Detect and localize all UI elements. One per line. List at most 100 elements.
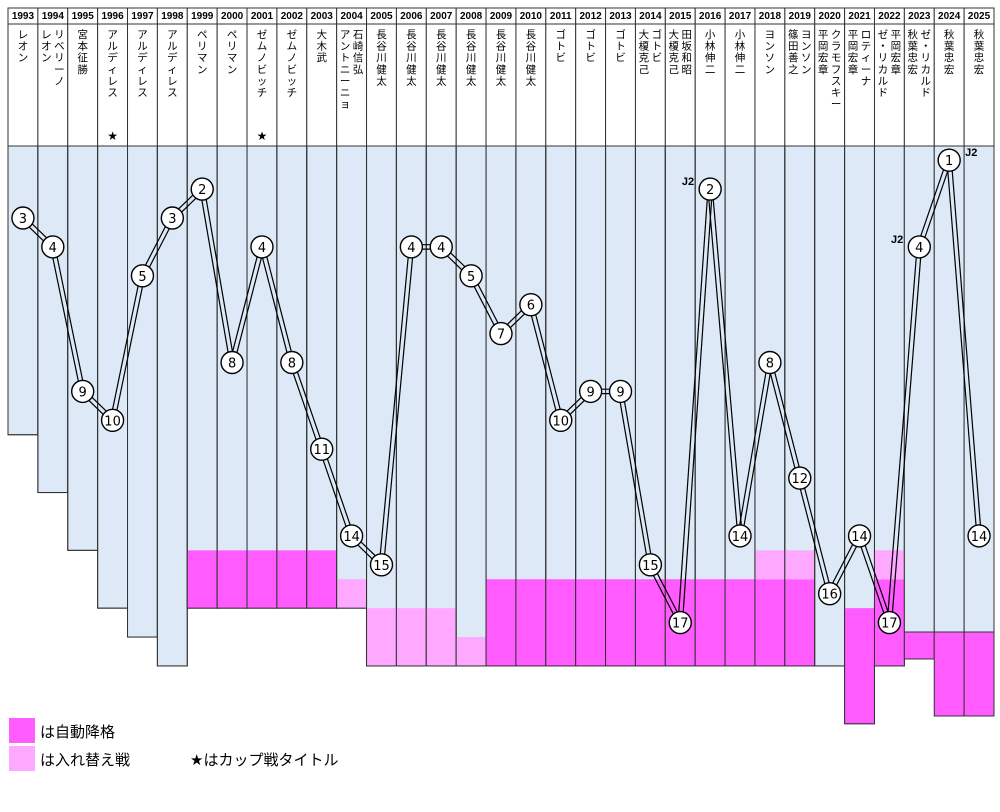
coach-label-2003-0: 大木武 — [316, 28, 327, 64]
rank-label-2002: 8 — [288, 357, 296, 372]
year-label-2011: 2011 — [550, 11, 572, 22]
j2-block-2023 — [903, 631, 935, 660]
rank-marker-2006 — [399, 235, 424, 259]
league-band-1999 — [186, 145, 218, 609]
auto-relegation-zone-2014 — [635, 579, 666, 666]
header-cell-1995 — [67, 7, 99, 147]
year-label-1997: 1997 — [131, 11, 154, 22]
year-label-2019: 2019 — [789, 11, 812, 22]
year-label-2012: 2012 — [580, 11, 603, 22]
coach-label-2011-0: ゴトビ — [556, 28, 567, 64]
auto-relegation-zone-2010 — [515, 579, 546, 666]
rank-label-2019: 12 — [792, 472, 809, 487]
rank-label-2009: 7 — [497, 328, 505, 343]
header-cell-2005 — [366, 7, 397, 147]
rank-label-2018: 8 — [766, 357, 774, 372]
year-label-1993: 1993 — [12, 11, 35, 22]
coach-label-2004-1: アントニーニョ — [340, 29, 351, 111]
coach-label-1998-0: アルディレス — [167, 29, 178, 99]
header-cell-1997 — [127, 7, 158, 147]
rank-connector-2022-2023-1 — [886, 246, 918, 623]
rank-marker-2016 — [698, 177, 722, 201]
coach-label-2005-0: 長谷川健太 — [376, 29, 387, 87]
rank-marker-2023 — [907, 235, 932, 259]
column-headers: 1993レオン1994リベリーノレオン1995宮本征勝1996アルディレス★19… — [7, 7, 995, 147]
legend-label-cup: ★はカップ戦タイトル — [190, 751, 338, 769]
rank-connector-2019-2020-0 — [797, 478, 829, 595]
rank-label-2011: 10 — [552, 414, 569, 429]
rank-marker-2013 — [608, 379, 633, 404]
league-bands — [7, 145, 995, 725]
rank-connector-2023-2024-0 — [920, 160, 952, 248]
rank-marker-2022 — [877, 610, 902, 635]
rank-connector-2005-2006-1 — [378, 246, 410, 565]
coach-label-2024-0: 秋葉忠宏 — [944, 28, 955, 76]
league-band-1997 — [127, 145, 158, 638]
coach-label-2002-0: ゼムノビッチ — [287, 29, 298, 99]
coach-label-2018-0: ヨンソン — [765, 29, 776, 76]
coach-label-2015-0: 田坂和昭 — [682, 29, 693, 76]
league-band-2002 — [276, 145, 308, 609]
playoff-zone-2022 — [874, 550, 905, 580]
rank-connector-2000-2001-1 — [229, 246, 261, 363]
rank-label-2014: 15 — [642, 559, 659, 574]
rank-marker-2007 — [429, 235, 453, 259]
year-label-2025: 2025 — [968, 11, 991, 22]
rank-connector-2018-2019-1 — [771, 361, 803, 478]
rank-marker-2003 — [310, 437, 334, 461]
year-label-2016: 2016 — [699, 11, 722, 22]
auto-relegation-zone-1999 — [187, 550, 218, 609]
coach-label-2017-0: 小林伸二 — [735, 29, 746, 76]
rank-connector-1994-1995-0 — [50, 247, 82, 392]
coach-label-2012-0: ゴトビ — [585, 28, 596, 64]
rank-connector-2016-2017-0 — [707, 189, 739, 537]
header-cell-2008 — [455, 7, 487, 147]
coach-label-2019-1: 篠田善之 — [788, 28, 799, 76]
auto-relegation-zone-2009 — [486, 579, 516, 666]
coach-label-2019-0: ヨンソン — [801, 29, 812, 76]
header-cell-2021 — [844, 7, 875, 147]
rank-marker-2008 — [459, 264, 483, 288]
year-label-2015: 2015 — [669, 11, 692, 22]
coach-label-2010-0: 長谷川健太 — [526, 29, 537, 87]
rank-marker-2011 — [549, 408, 573, 432]
coach-label-2006-0: 長谷川健太 — [406, 29, 417, 87]
rank-connector-2015-2016-0 — [681, 189, 713, 623]
rank-label-2000: 8 — [228, 357, 236, 372]
rank-marker-2002 — [280, 350, 304, 375]
rank-marker-1995 — [70, 379, 95, 404]
rank-connector-2016-2017-1 — [711, 188, 743, 536]
coach-label-2009-0: 長谷川健太 — [496, 29, 507, 87]
rank-connector-2013-2014-1 — [622, 390, 654, 565]
auto-relegation-zone-2003 — [306, 550, 337, 609]
rank-connector-2023-2024-1 — [916, 159, 948, 247]
j1-band-2023 — [903, 145, 935, 633]
year-label-1994: 1994 — [42, 11, 65, 22]
division-notes: J2 J2 J2 — [682, 147, 978, 246]
year-label-2023: 2023 — [908, 11, 931, 22]
rank-connector-2017-2018-1 — [737, 362, 769, 536]
playoff-zone-2008 — [456, 637, 487, 666]
auto-relegation-zone-2001 — [247, 550, 277, 609]
header-cell-1994 — [37, 7, 69, 147]
header-cell-2010 — [515, 7, 547, 147]
rank-connector-1999-2000-1 — [203, 188, 235, 363]
playoff-zone-2006 — [396, 608, 427, 666]
playoff-zone-2018 — [754, 550, 785, 580]
league-band-2000 — [216, 145, 248, 609]
rank-connector-1996-1997-1 — [109, 275, 141, 420]
rank-connector-2010-2011-0 — [528, 305, 560, 422]
rank-marker-1996 — [100, 408, 125, 432]
header-cell-1996 — [97, 7, 129, 147]
rank-connector-2021-2022-0 — [856, 536, 888, 624]
auto-relegation-zone-2016 — [695, 579, 726, 666]
header-cell-2019 — [784, 7, 816, 147]
coach-label-2021-1: 平岡宏章 — [848, 29, 859, 76]
rank-connector-2000-2001-0 — [233, 247, 265, 364]
rank-connector-2022-2023-0 — [891, 247, 923, 623]
rank-label-1993: 3 — [19, 212, 27, 227]
rank-marker-2009 — [489, 321, 513, 346]
